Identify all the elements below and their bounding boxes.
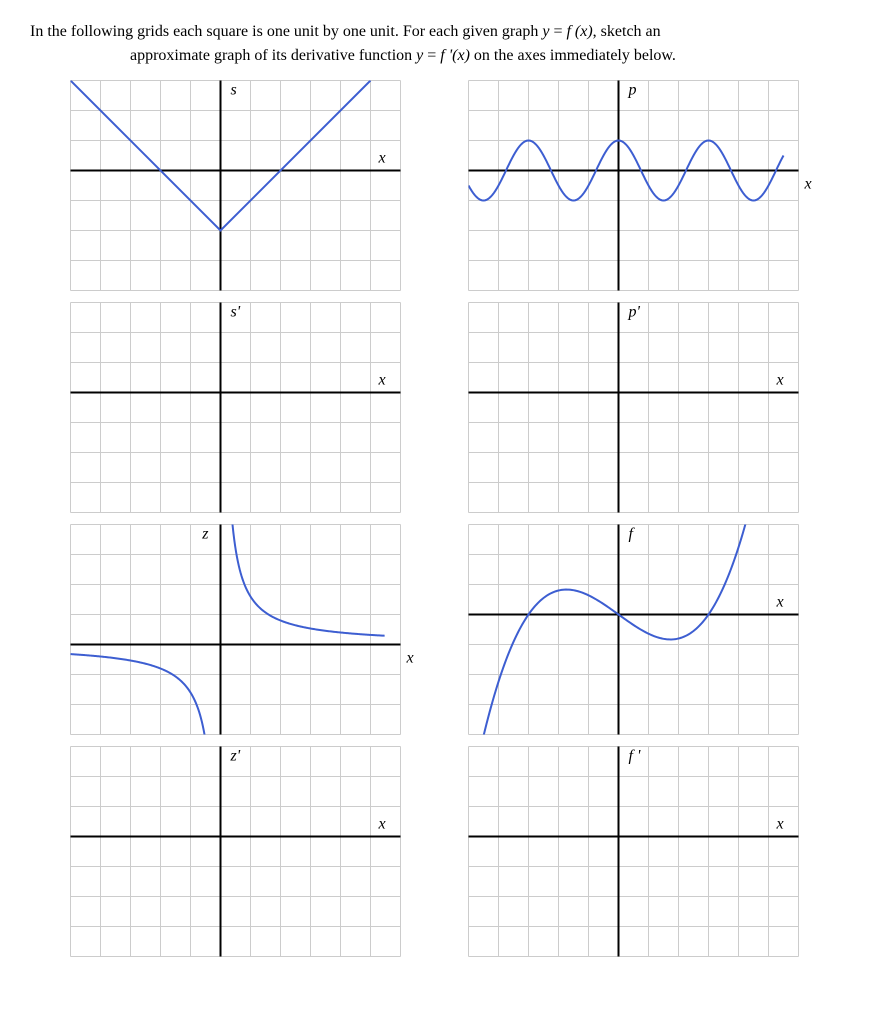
chart-s: sx bbox=[70, 80, 430, 292]
prompt-line2a: approximate graph of its derivative func… bbox=[130, 47, 416, 64]
ylabel-sprime: s' bbox=[231, 304, 241, 321]
eq2-eq: = bbox=[423, 47, 440, 64]
xlabel-fprime: x bbox=[775, 816, 783, 833]
ylabel-p: p bbox=[627, 82, 636, 99]
xlabel-pprime: x bbox=[775, 372, 783, 389]
ylabel-fprime: f ' bbox=[628, 748, 640, 765]
ylabel-z: z bbox=[201, 526, 209, 543]
chart-f: fx bbox=[468, 524, 828, 736]
xlabel-p: x bbox=[803, 176, 811, 193]
xlabel-z: x bbox=[406, 650, 414, 667]
prompt-part2: , sketch an bbox=[593, 23, 661, 40]
prompt-line2b: on the axes immediately below. bbox=[470, 47, 676, 64]
eq2-fpx: f '(x) bbox=[440, 47, 470, 64]
xlabel-sprime: x bbox=[378, 372, 386, 389]
prompt-text: In the following grids each square is on… bbox=[30, 20, 845, 68]
chart-z: zx bbox=[70, 524, 430, 736]
chart-grid: sxpxs'xp'xzxfxz'xf 'x bbox=[70, 80, 845, 958]
xlabel-s: x bbox=[378, 150, 386, 167]
chart-pprime: p' x bbox=[468, 302, 828, 514]
eq1-fx: f (x) bbox=[566, 23, 592, 40]
ylabel-pprime: p' bbox=[627, 304, 640, 321]
chart-sprime: s' x bbox=[70, 302, 430, 514]
chart-fprime: f ' x bbox=[468, 746, 828, 958]
ylabel-s: s bbox=[231, 82, 237, 99]
ylabel-zprime: z' bbox=[230, 748, 241, 765]
eq1-eq: = bbox=[549, 23, 566, 40]
chart-zprime: z' x bbox=[70, 746, 430, 958]
xlabel-zprime: x bbox=[378, 816, 386, 833]
ylabel-f: f bbox=[628, 526, 635, 543]
chart-p: px bbox=[468, 80, 828, 292]
xlabel-f: x bbox=[775, 594, 783, 611]
prompt-part1: In the following grids each square is on… bbox=[30, 23, 542, 40]
